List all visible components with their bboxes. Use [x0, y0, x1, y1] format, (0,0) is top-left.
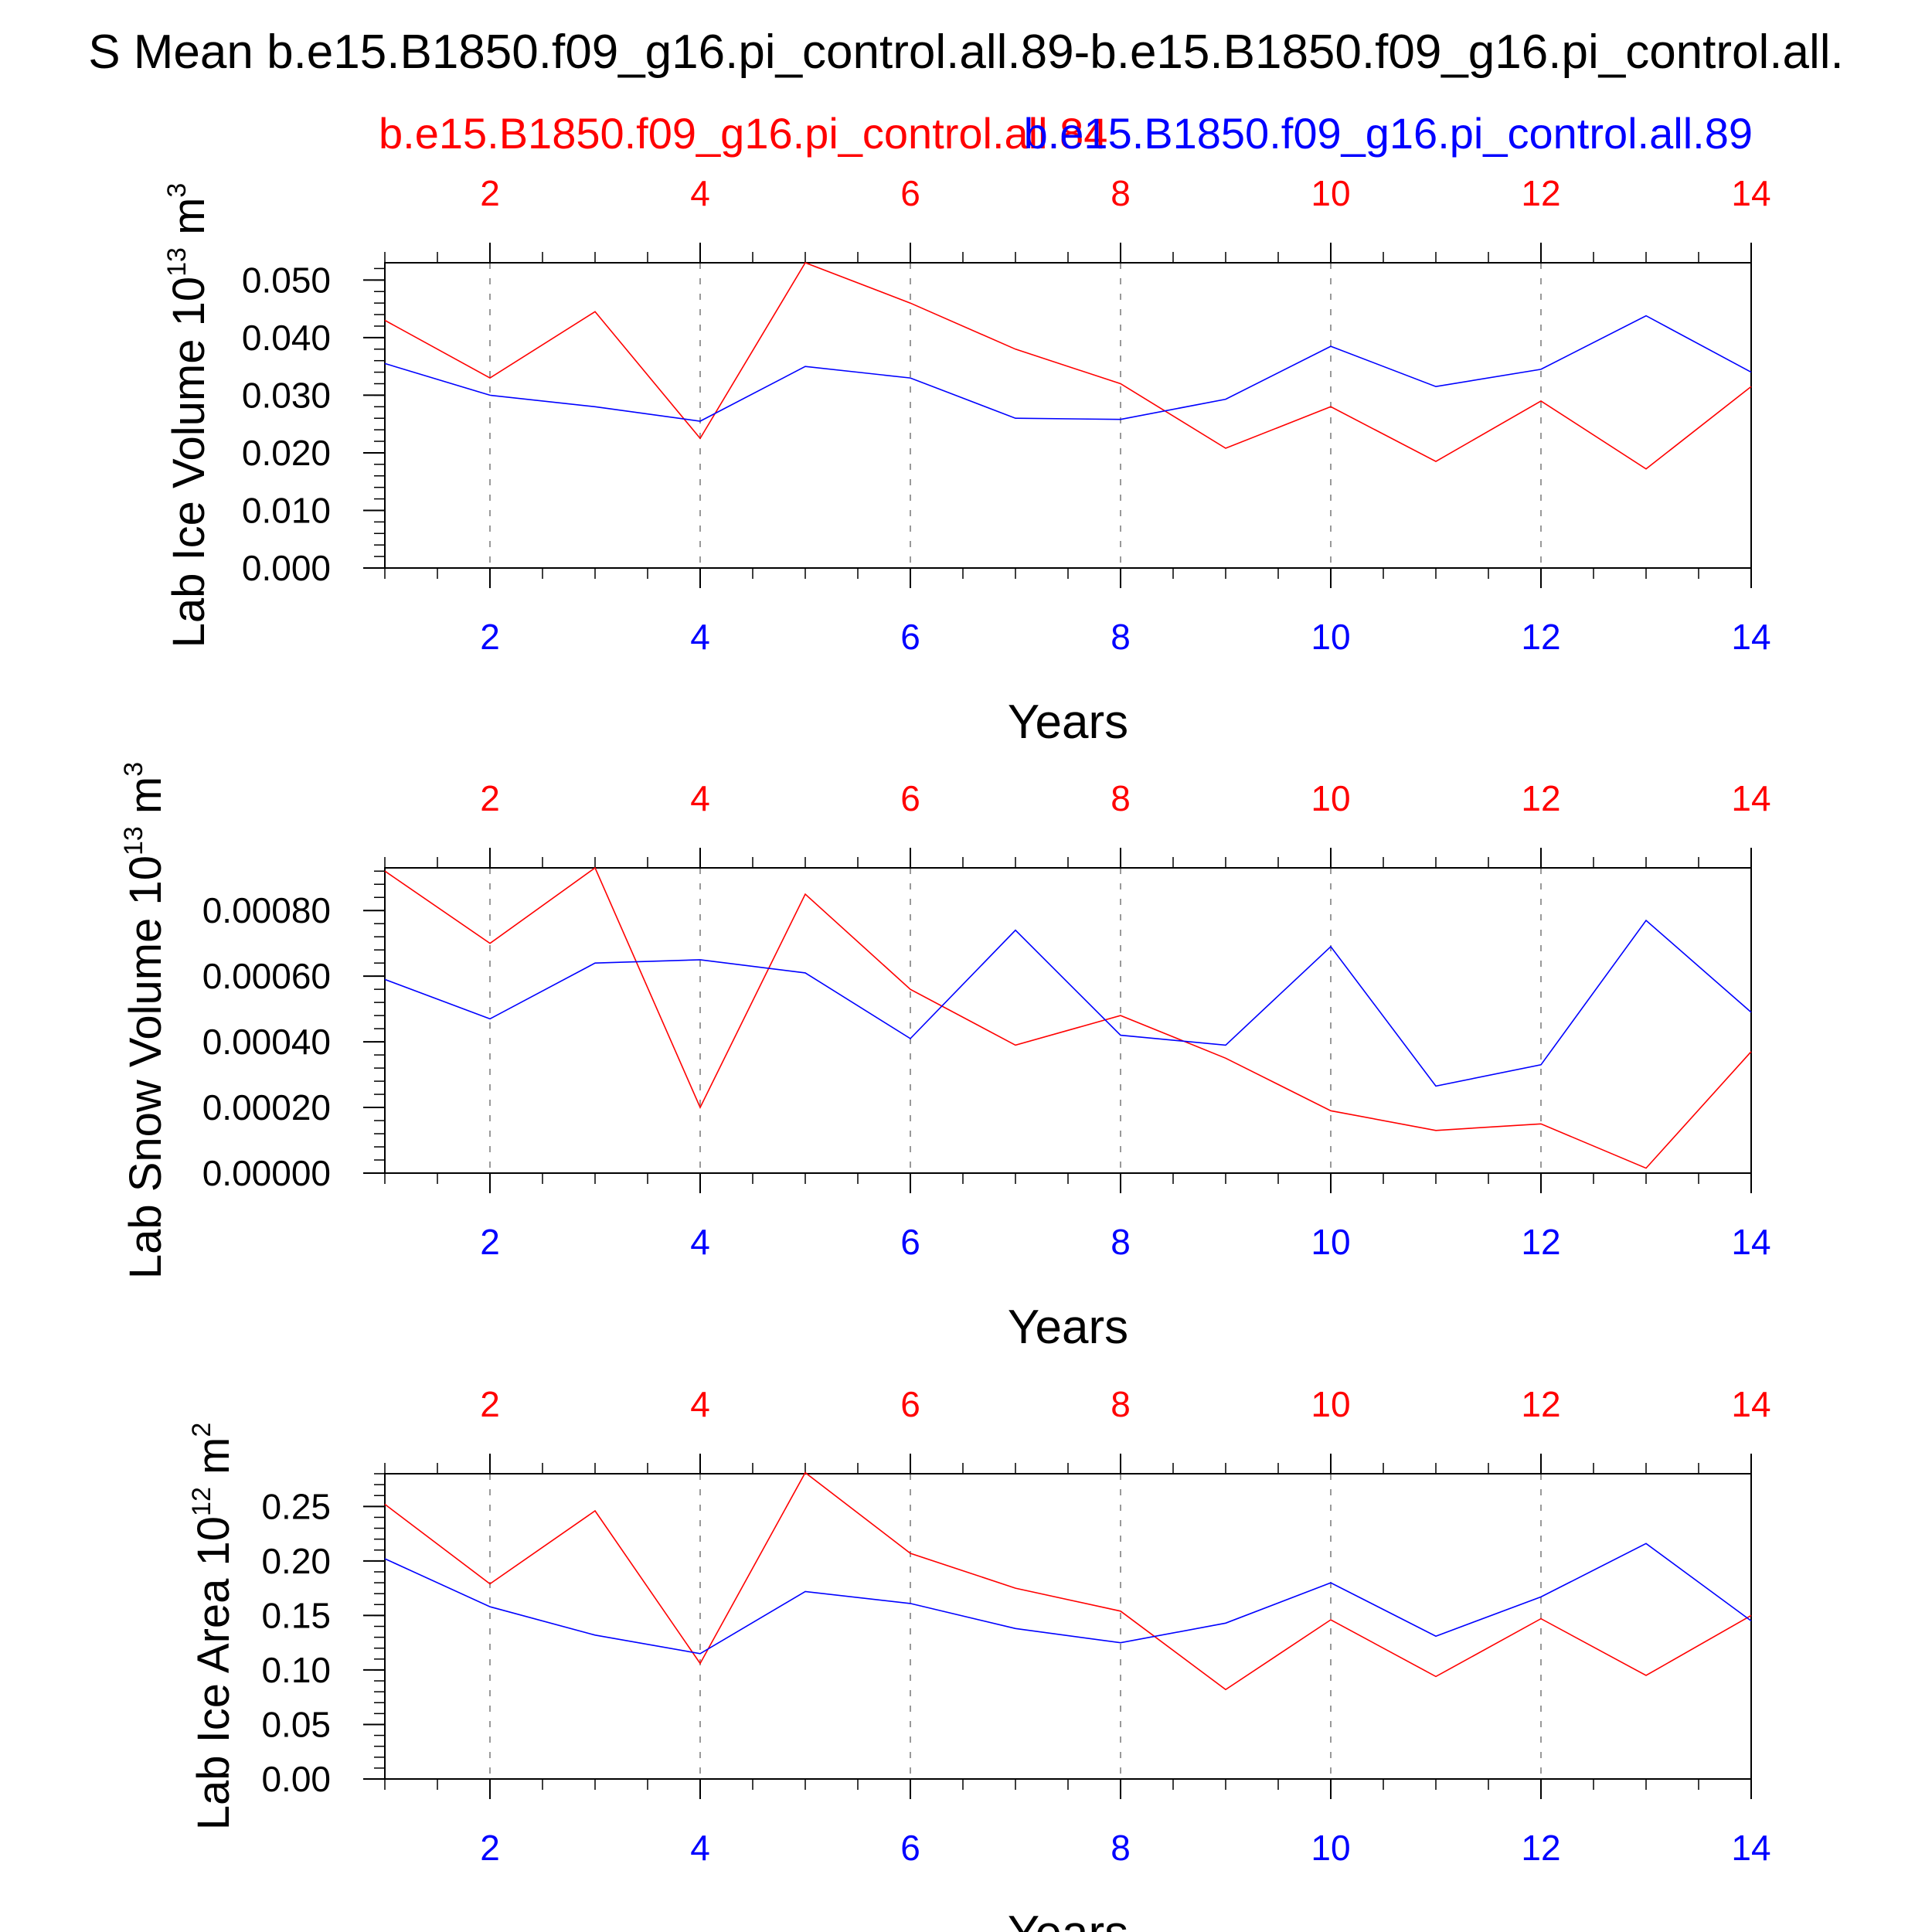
- chart-panel-2: 2 2 4 4 6 6 8 8 10 10 12 12 14 14 0.00000 0.00020 0.0004…: [119, 762, 1771, 1354]
- y-axis-title-main: Lab Ice Area 10: [189, 1516, 239, 1830]
- x-tick-label-top: 10: [1311, 173, 1350, 213]
- x-tick-label-top: 14: [1731, 173, 1770, 213]
- y-tick-label: 0.00: [261, 1759, 331, 1799]
- x-tick-label-top: 4: [690, 1384, 710, 1424]
- y-tick-label: 0.20: [261, 1541, 331, 1581]
- y-axis-title-unit-exponent: 2: [187, 1423, 216, 1437]
- x-tick-label-top: 6: [900, 173, 920, 213]
- x-tick-label-top: 6: [900, 778, 920, 818]
- x-tick-label-bottom: 12: [1521, 617, 1560, 657]
- x-tick-label-bottom: 4: [690, 1222, 710, 1262]
- case-name-blue: b.e15.B1850.f09_g16.pi_control.all.89: [1024, 109, 1753, 158]
- x-tick-label-top: 8: [1111, 1384, 1131, 1424]
- y-tick-label: 0.15: [261, 1595, 331, 1635]
- y-axis-title-exponent: 13: [119, 826, 148, 855]
- y-tick-label: 0.000: [242, 548, 331, 588]
- y-tick-label: 0.020: [242, 433, 331, 473]
- y-tick-label: 0.05: [261, 1704, 331, 1744]
- y-axis-title-unit-exponent: 3: [162, 183, 192, 198]
- x-tick-label-bottom: 14: [1731, 1828, 1770, 1868]
- y-axis-title-main: Lab Ice Volume 10: [164, 277, 214, 648]
- series-line-blue: [384, 315, 1752, 422]
- y-tick-label: 0.040: [242, 318, 331, 358]
- x-tick-label-bottom: 12: [1521, 1828, 1560, 1868]
- figure-title: S Mean b.e15.B1850.f09_g16.pi_control.al…: [88, 26, 1844, 79]
- series-line-blue: [384, 1543, 1752, 1655]
- y-axis-title-exponent: 12: [187, 1487, 216, 1516]
- series-line-red: [384, 1471, 1752, 1691]
- y-axis-title: Lab Snow Volume 1013 m3: [119, 762, 171, 1279]
- x-tick-label-bottom: 10: [1311, 617, 1350, 657]
- x-tick-label-top: 2: [480, 778, 500, 818]
- x-tick-label-top: 4: [690, 173, 710, 213]
- x-tick-label-bottom: 4: [690, 617, 710, 657]
- x-tick-label-bottom: 6: [900, 617, 920, 657]
- x-tick-label-bottom: 8: [1111, 617, 1131, 657]
- x-tick-label-top: 10: [1311, 778, 1350, 818]
- plot-frame: [384, 262, 1752, 569]
- series-line-blue: [384, 919, 1752, 1087]
- x-tick-label-top: 10: [1311, 1384, 1350, 1424]
- y-tick-label: 0.00080: [202, 890, 331, 930]
- x-tick-label-bottom: 14: [1731, 617, 1770, 657]
- y-axis-title-unit: m: [189, 1437, 239, 1487]
- chart-panel-3: 2 2 4 4 6 6 8 8 10 10 12 12 14 14 0.00 0.05 0.10 0.15 0.20…: [187, 1384, 1771, 1932]
- y-tick-label: 0.010: [242, 490, 331, 530]
- x-tick-label-top: 12: [1521, 173, 1560, 213]
- y-axis-title-unit: m: [121, 777, 171, 826]
- x-tick-label-top: 8: [1111, 173, 1131, 213]
- x-tick-label-bottom: 2: [480, 1828, 500, 1868]
- y-axis-title-unit-exponent: 3: [119, 762, 148, 777]
- chart-panel-1: 2 2 4 4 6 6 8 8 10 10 12 12 14 14 0.000 0.010 0.020 0.030…: [162, 173, 1771, 749]
- y-axis-title-main: Lab Snow Volume 10: [121, 855, 171, 1279]
- x-tick-label-bottom: 6: [900, 1222, 920, 1262]
- x-tick-label-top: 12: [1521, 778, 1560, 818]
- x-axis-title: Years: [1008, 1906, 1128, 1932]
- x-tick-label-top: 4: [690, 778, 710, 818]
- y-tick-label: 0.00040: [202, 1022, 331, 1062]
- x-tick-label-bottom: 4: [690, 1828, 710, 1868]
- x-tick-label-bottom: 2: [480, 1222, 500, 1262]
- y-tick-label: 0.00000: [202, 1153, 331, 1193]
- x-tick-label-top: 14: [1731, 778, 1770, 818]
- series-line-red: [384, 866, 1752, 1169]
- x-tick-label-bottom: 10: [1311, 1828, 1350, 1868]
- series-line-red: [384, 262, 1752, 470]
- x-tick-label-bottom: 12: [1521, 1222, 1560, 1262]
- x-axis-title: Years: [1008, 696, 1128, 749]
- x-tick-label-top: 8: [1111, 778, 1131, 818]
- x-tick-label-top: 6: [900, 1384, 920, 1424]
- panels: 2 2 4 4 6 6 8 8 10 10 12 12 14 14 0.000 0.010 0.020 0.030…: [119, 173, 1771, 1932]
- y-axis-title: Lab Ice Volume 1013 m3: [162, 183, 214, 648]
- case-name-red: b.e15.B1850.f09_g16.pi_control.all.84: [379, 109, 1107, 158]
- y-tick-label: 0.050: [242, 260, 331, 300]
- y-tick-label: 0.00020: [202, 1087, 331, 1128]
- y-axis-title: Lab Ice Area 1012 m2: [187, 1423, 239, 1831]
- x-tick-label-bottom: 2: [480, 617, 500, 657]
- y-tick-label: 0.10: [261, 1650, 331, 1690]
- x-tick-label-bottom: 10: [1311, 1222, 1350, 1262]
- y-tick-label: 0.030: [242, 375, 331, 415]
- y-axis-title-exponent: 13: [162, 247, 192, 277]
- y-axis-title-unit: m: [164, 198, 214, 247]
- x-tick-label-top: 2: [480, 173, 500, 213]
- plot-frame: [384, 1473, 1752, 1780]
- x-tick-label-bottom: 14: [1731, 1222, 1770, 1262]
- x-tick-label-bottom: 8: [1111, 1828, 1131, 1868]
- x-axis-title: Years: [1008, 1301, 1128, 1354]
- x-tick-label-top: 12: [1521, 1384, 1560, 1424]
- plot-frame: [384, 867, 1752, 1174]
- y-tick-label: 0.25: [261, 1486, 331, 1526]
- x-tick-label-bottom: 6: [900, 1828, 920, 1868]
- x-tick-label-top: 2: [480, 1384, 500, 1424]
- x-tick-label-bottom: 8: [1111, 1222, 1131, 1262]
- y-tick-label: 0.00060: [202, 956, 331, 996]
- x-tick-label-top: 14: [1731, 1384, 1770, 1424]
